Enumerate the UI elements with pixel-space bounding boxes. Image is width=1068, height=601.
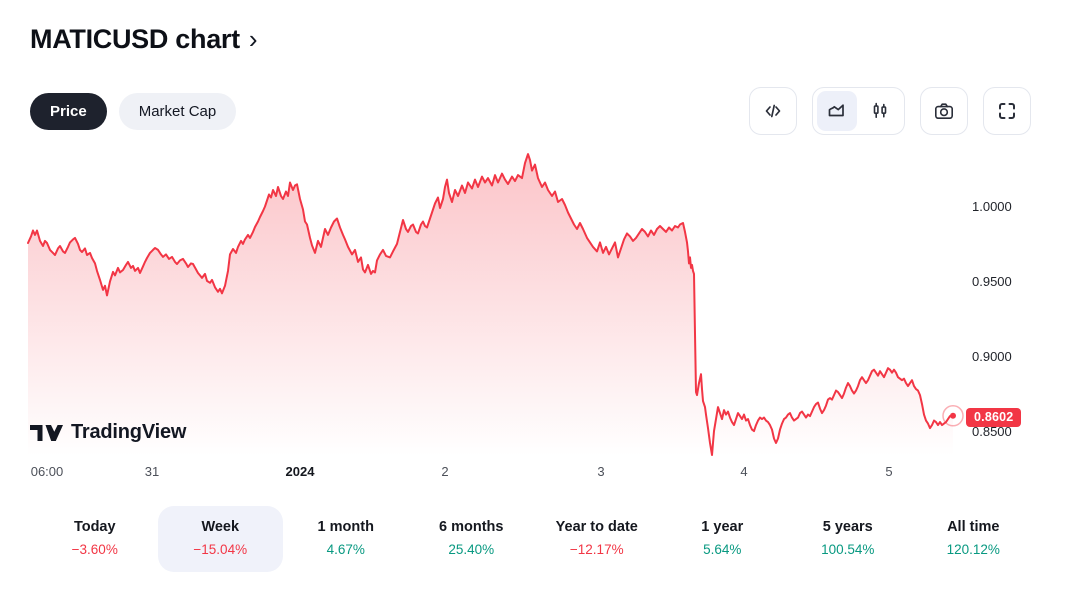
page-title: MATICUSD chart › — [30, 24, 257, 55]
range-change-value: 100.54% — [821, 542, 875, 557]
symbol-title-text: MATICUSD chart — [30, 24, 240, 54]
range-button-today[interactable]: Today −3.60% — [32, 506, 158, 572]
tradingview-logo-text: TradingView — [71, 421, 187, 443]
camera-icon — [934, 103, 953, 120]
x-axis-label-06:00: 06:00 — [30, 464, 64, 479]
x-axis-label-31: 31 — [144, 464, 160, 479]
code-embed-icon — [765, 104, 781, 118]
embed-code-button[interactable] — [749, 87, 797, 135]
y-axis-label-0.9500: 0.9500 — [972, 273, 1012, 289]
x-axis-label-3: 3 — [597, 464, 605, 479]
range-change-value: −15.04% — [193, 542, 248, 557]
chevron-right-icon[interactable]: › — [248, 24, 258, 54]
last-price-pulse-ring — [942, 405, 964, 427]
tradingview-logo[interactable]: TradingView — [30, 421, 186, 444]
area-chart-icon — [828, 104, 844, 117]
x-axis-label-5: 5 — [885, 464, 893, 479]
last-price-dot — [950, 412, 956, 419]
fullscreen-icon — [999, 103, 1015, 119]
price-line — [27, 153, 954, 456]
x-axis-label-4: 4 — [740, 464, 748, 479]
range-label: 1 month — [317, 519, 374, 535]
time-range-selector: Today −3.60% Week −15.04% 1 month 4.67% 6 mont… — [32, 506, 1036, 572]
last-price-badge: 0.8602 — [966, 407, 1022, 427]
range-button-1-year[interactable]: 1 year 5.64% — [660, 506, 786, 572]
fullscreen-button[interactable] — [983, 87, 1031, 135]
range-label: 6 months — [439, 519, 504, 535]
candles-chart-icon — [874, 102, 887, 118]
range-button-6-months[interactable]: 6 months 25.40% — [409, 506, 535, 572]
range-label: All time — [947, 519, 1000, 535]
range-label: 5 years — [822, 519, 873, 535]
range-change-value: 25.40% — [448, 542, 495, 557]
range-button-week[interactable]: Week −15.04% — [157, 506, 283, 572]
range-button-5-years[interactable]: 5 years 100.54% — [785, 506, 911, 572]
screenshot-button[interactable] — [920, 87, 968, 135]
candles-chart-style-button[interactable] — [860, 91, 900, 131]
chart-toolbar — [749, 87, 1031, 135]
range-label: Week — [201, 519, 240, 535]
x-axis-label-2024: 2024 — [285, 464, 315, 479]
price-area-fill — [28, 154, 953, 456]
range-button-all-time[interactable]: All time 120.12% — [911, 506, 1037, 572]
range-change-value: 4.67% — [326, 542, 365, 557]
range-label: Today — [73, 519, 116, 535]
price-chart-plot[interactable] — [0, 140, 1068, 470]
y-axis-label-0.9000: 0.9000 — [972, 348, 1012, 364]
chart-style-segmented-control — [812, 87, 905, 135]
area-chart-style-button[interactable] — [816, 91, 857, 131]
price-toggle-button[interactable]: Price — [30, 93, 107, 130]
range-button-1-month[interactable]: 1 month 4.67% — [283, 506, 409, 572]
range-button-year-to-date[interactable]: Year to date −12.17% — [534, 506, 660, 572]
range-label: 1 year — [701, 519, 744, 535]
x-axis-label-2: 2 — [441, 464, 449, 479]
chart-mode-toggle: Price Market Cap — [30, 93, 237, 130]
range-change-value: 5.64% — [703, 542, 742, 557]
y-axis-label-1.0000: 1.0000 — [972, 199, 1012, 214]
range-label: Year to date — [555, 519, 638, 535]
market-cap-toggle-button[interactable]: Market Cap — [118, 93, 237, 130]
range-change-value: 120.12% — [946, 542, 1000, 557]
range-change-value: −3.60% — [71, 542, 118, 557]
tradingview-logo-icon — [30, 424, 63, 441]
range-change-value: −12.17% — [569, 542, 624, 557]
y-axis-label-0.8500: 0.8500 — [972, 423, 1012, 439]
